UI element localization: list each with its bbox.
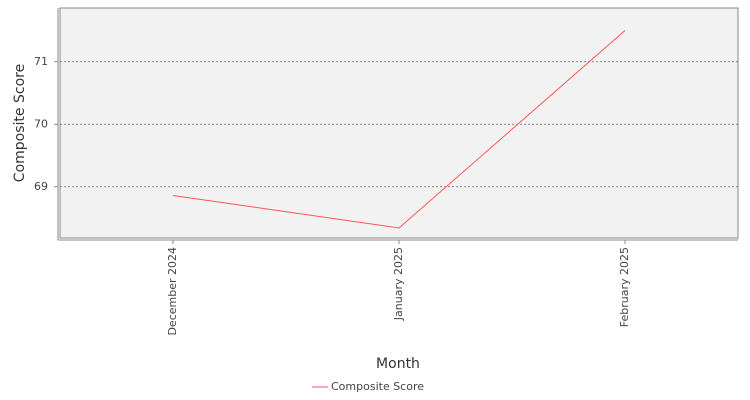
- x-axis-title: Month: [376, 356, 420, 372]
- y-axis-title: Composite Score: [12, 64, 28, 182]
- y-tick-label: 69: [34, 180, 48, 193]
- legend-label: Composite Score: [331, 380, 424, 393]
- y-tick-label: 71: [34, 55, 48, 68]
- series-line: [172, 30, 626, 229]
- x-tick-label: January 2025: [392, 247, 405, 321]
- plot-area: [59, 7, 739, 239]
- x-tick-label: December 2024: [166, 247, 179, 336]
- y-tick-label: 70: [34, 117, 48, 130]
- x-tick-label: February 2025: [618, 247, 631, 327]
